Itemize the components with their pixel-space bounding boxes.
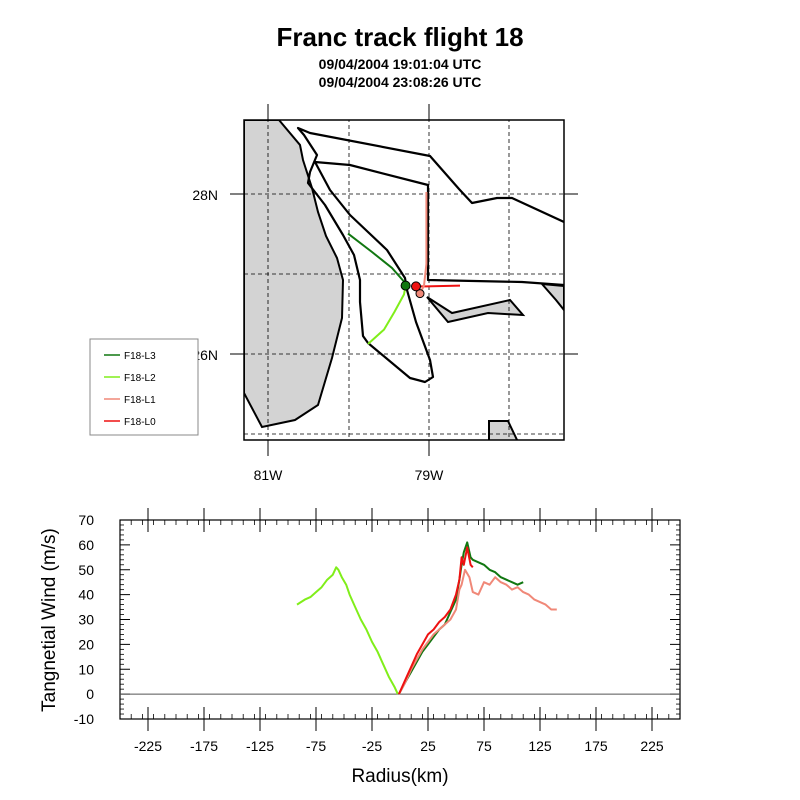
y-axis-label: Tangnetial Wind (m/s) xyxy=(39,528,60,712)
x-tick-label: 125 xyxy=(528,738,552,754)
x-tick-label: 25 xyxy=(420,738,436,754)
x-tick-label: 175 xyxy=(584,738,608,754)
x-tick-label: 75 xyxy=(476,738,492,754)
plot-frame xyxy=(119,519,681,720)
legend-label-f18-l1: F18-L1 xyxy=(124,395,156,406)
y-tick-label: 40 xyxy=(78,587,94,603)
legend-entries: F18-L3 F18-L2 F18-L1 F18-L0 xyxy=(104,351,156,428)
y-tick-label: 0 xyxy=(86,686,94,702)
legend-label-f18-l3: F18-L3 xyxy=(124,351,156,362)
map-gridlines xyxy=(244,120,564,440)
x-axis-label: Radius(km) xyxy=(351,766,448,787)
latitude-ticks xyxy=(230,104,578,456)
plot-series xyxy=(296,541,557,695)
x-tick-label: -75 xyxy=(306,738,326,754)
map-track-f18-l2 xyxy=(367,285,407,345)
y-tick-label: 30 xyxy=(78,612,94,628)
leg-endpoint-marker xyxy=(415,289,425,299)
x-tick-label: -125 xyxy=(246,738,274,754)
lon-label-79w: 79W xyxy=(415,467,445,483)
legend-label-f18-l0: F18-L0 xyxy=(124,417,156,428)
map-legend: F18-L3 F18-L2 F18-L1 F18-L0 xyxy=(89,338,199,436)
y-tick-label: 50 xyxy=(78,562,94,578)
track-map: 28N 26N 81W 79W F18-L3 F18-L2 F18-L1 F18-L0 xyxy=(89,104,578,483)
x-tick-label: -225 xyxy=(134,738,162,754)
map-frame xyxy=(243,119,565,441)
y-tick-label: 60 xyxy=(78,537,94,553)
legend-label-f18-l2: F18-L2 xyxy=(124,373,156,384)
map-track-f18-l1 xyxy=(419,192,428,295)
lon-label-81w: 81W xyxy=(254,467,284,483)
chart-title: Franc track flight 18 xyxy=(276,22,524,52)
florida-landmass xyxy=(244,120,345,429)
y-tick-label: 70 xyxy=(78,512,94,528)
x-tick-label: 225 xyxy=(640,738,664,754)
series-line-f18-l2 xyxy=(296,566,399,695)
flight-leg-tracks xyxy=(347,192,461,345)
leg-endpoint-marker xyxy=(400,280,411,291)
chart-subtitle-end-time: 09/04/2004 23:08:26 UTC xyxy=(318,74,482,90)
x-tick-label: -25 xyxy=(362,738,382,754)
andros-island xyxy=(488,420,519,440)
y-tick-label: -10 xyxy=(74,711,94,727)
y-tick-label: 10 xyxy=(78,661,94,677)
lat-label-26n: 26N xyxy=(192,347,218,363)
y-tick-label: 20 xyxy=(78,636,94,652)
chart-subtitle-start-time: 09/04/2004 19:01:04 UTC xyxy=(318,56,482,72)
x-tick-label: -175 xyxy=(190,738,218,754)
grand-bahama-island xyxy=(426,296,526,324)
series-line-f18-l1 xyxy=(398,568,557,695)
storm-center-marker xyxy=(411,281,421,292)
series-line-f18-l0 xyxy=(397,546,474,695)
tangential-wind-plot: -225 -175 -125 -75 -25 25 75 125 175 225 -10 0 10 20 3… xyxy=(39,508,681,787)
lat-label-28n: 28N xyxy=(192,187,218,203)
aircraft-flight-track xyxy=(296,126,564,384)
